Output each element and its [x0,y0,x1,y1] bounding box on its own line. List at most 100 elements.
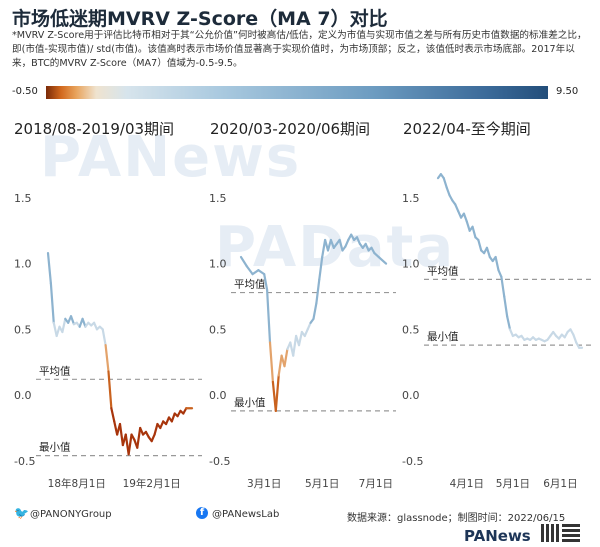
facebook-icon[interactable]: f [196,507,208,519]
y-tick-label: -0.5 [402,455,423,468]
twitter-handle[interactable]: @PANONYGroup [30,509,112,520]
series-line-segment [153,422,159,436]
series-line-segment [303,328,309,338]
series-line-segment [315,278,321,305]
series-line-segment [329,238,335,249]
x-tick-label: 18年8月1日 [48,477,106,490]
x-tick-label: 6月1日 [543,478,577,490]
panel-title-3: 2022/04-至今期间 [403,120,531,138]
y-tick-label: 1.5 [14,192,32,205]
y-tick-label: 0.5 [402,323,420,336]
reference-line-label: 最小值 [39,441,71,454]
series-line-segment [344,238,350,248]
series-line-segment [127,433,133,456]
series-line-segment [104,344,110,373]
watermark-panews: PANews [40,125,302,190]
x-tick-label: 4月1日 [450,478,484,490]
series-line-segment [485,246,491,259]
series-line-segment [321,238,327,259]
chart-description: *MVRV Z-Score用于评估比特币相对于其“公允价值”何时被高估/低估，定… [12,30,587,69]
series-line-segment [297,330,303,347]
series-line-segment [445,186,451,197]
chart-title: 市场低迷期MVRV Z-Score（MA 7）对比 [12,8,388,30]
x-tick-label: 7月1日 [359,478,393,490]
series-line-segment [263,273,269,292]
y-tick-label: 1.0 [402,258,420,271]
y-tick-label: 1.0 [209,258,227,271]
series-line-segment [170,412,176,423]
series-line-segment [139,426,145,436]
panel-title-2: 2020/03-2020/06期间 [210,120,371,138]
series-line-segment [251,269,260,276]
series-line-segment [508,328,514,338]
color-legend-min: -0.50 [12,86,38,97]
twitter-icon[interactable]: 🐦 [14,506,29,520]
series-line-segment [46,251,52,285]
series-line-segment [110,407,116,423]
panews-logo: PANews [464,527,531,545]
series-line-segment [338,238,344,252]
reference-line-label: 最小值 [234,396,266,409]
y-tick-label: -0.5 [209,455,230,468]
series-line-segment [292,334,298,357]
series-line-segment [318,255,324,281]
series-line-segment [277,354,283,377]
color-legend: -0.50 9.50 [12,84,590,104]
y-tick-label: 1.5 [402,192,420,205]
series-line-segment [572,333,578,344]
series-line-segment [55,325,61,338]
series-line-segment [92,321,99,331]
y-tick-label: 1.0 [14,258,32,271]
reference-line-label: 平均值 [427,264,459,277]
series-line-segment [81,317,87,328]
series-line-segment [101,328,107,347]
series-line-segment [494,255,500,272]
series-line-segment [150,433,156,443]
reference-line-label: 最小值 [427,330,459,343]
series-line-segment [500,275,506,298]
series-line-segment [118,422,124,447]
series-line-segment [454,203,460,213]
panel-title-1: 2018/08-2019/03期间 [14,120,175,138]
y-tick-label: -0.5 [14,455,35,468]
series-line-segment [274,374,280,412]
series-line-segment [471,225,477,239]
y-tick-label: 0.5 [209,323,227,336]
y-tick-label: 0.0 [402,389,420,402]
color-legend-bar [46,86,548,99]
y-tick-label: 0.5 [14,323,32,336]
series-line-segment [306,321,312,331]
series-line-segment [266,288,272,344]
reference-line-label: 平均值 [234,278,266,291]
series-line-segment [268,341,274,384]
y-tick-label: 0.0 [209,389,227,402]
series-line-segment [136,426,142,449]
x-tick-label: 5月1日 [496,478,530,490]
data-source: 数据来源：glassnode；制图时间：2022/06/15 [347,513,566,524]
series-line-segment [477,238,483,252]
color-legend-max: 9.50 [556,86,579,97]
series-line-segment [312,301,318,320]
series-line-segment [503,295,509,318]
y-tick-label: 0.0 [14,389,32,402]
series-line-segment [61,317,67,334]
series-line-segment [364,242,370,252]
series-line-segment [69,315,76,326]
y-tick-label: 1.5 [209,192,227,205]
series-line-segment [283,347,289,368]
reference-line-label: 平均值 [39,364,71,377]
qr-code-icon [541,524,559,542]
series-line-segment [239,255,248,268]
facebook-handle[interactable]: @PANewsLab [212,509,280,520]
series-line-segment [377,255,388,265]
series-line-segment [465,220,471,232]
series-line-segment [159,420,165,430]
qr-code-icon-2 [562,524,580,542]
series-line-segment [245,265,254,276]
series-line-segment [257,269,266,276]
series-line-segment [52,321,58,338]
